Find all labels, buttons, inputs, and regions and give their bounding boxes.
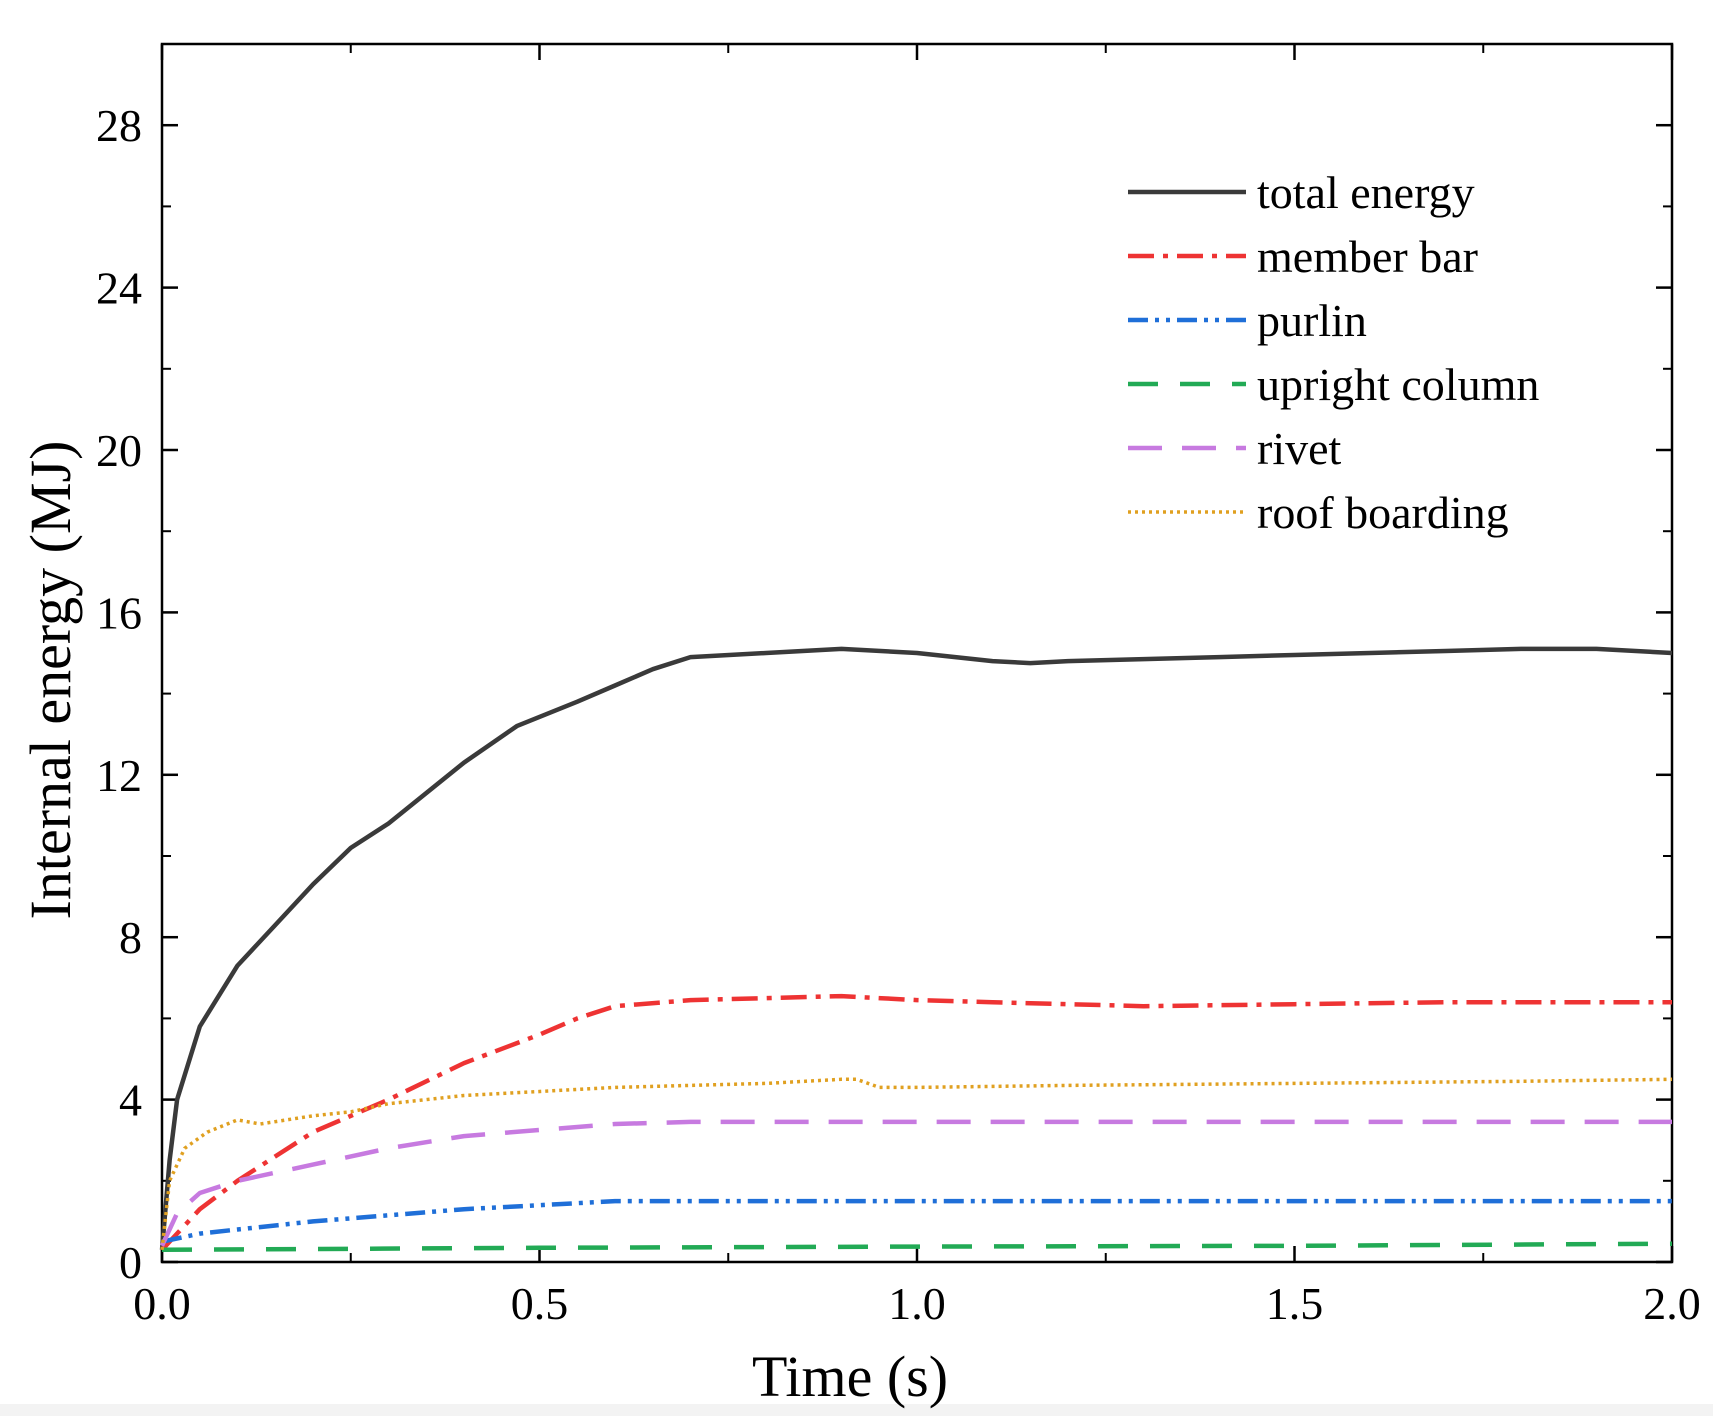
series-line-upright-column	[161, 1241, 1673, 1253]
legend-label: total energy	[1257, 167, 1475, 218]
legend-label: upright column	[1257, 359, 1539, 410]
series-line-purlin	[161, 1198, 1672, 1244]
series-line-rivet	[159, 1119, 1672, 1247]
y-tick-label: 4	[119, 1075, 142, 1126]
legend-label: member bar	[1257, 231, 1478, 282]
legend-label: rivet	[1257, 423, 1342, 474]
bottom-strip	[0, 1404, 1713, 1416]
series-line-total-energy	[159, 646, 1673, 1250]
legend-label: purlin	[1257, 295, 1367, 346]
legend-label: roof boarding	[1257, 487, 1509, 538]
y-axis-title: Internal energy (MJ)	[18, 441, 83, 920]
tick-labels: 0.0 0.5 1.0 1.5 2.0 0 4 8 12 16 20 24 28	[96, 100, 1701, 1329]
x-axis-title: Time (s)	[752, 1344, 948, 1409]
y-tick-label: 24	[96, 263, 142, 314]
legend: total energy member bar purlin upright colu…	[1128, 167, 1539, 538]
x-tick-label: 1.5	[1266, 1278, 1324, 1329]
series-line-roof-boarding	[160, 1077, 1673, 1250]
y-tick-label: 16	[96, 587, 142, 638]
y-tick-label: 12	[96, 750, 142, 801]
y-tick-label: 28	[96, 100, 142, 151]
y-tick-label: 20	[96, 425, 142, 476]
x-tick-label: 2.0	[1643, 1278, 1701, 1329]
x-tick-label: 1.0	[888, 1278, 946, 1329]
y-tick-label: 8	[119, 912, 142, 963]
series-lines	[159, 646, 1673, 1253]
y-tick-label: 0	[119, 1237, 142, 1288]
x-tick-label: 0.0	[133, 1278, 191, 1329]
x-tick-label: 0.5	[511, 1278, 569, 1329]
series-line-member-bar	[160, 993, 1672, 1252]
